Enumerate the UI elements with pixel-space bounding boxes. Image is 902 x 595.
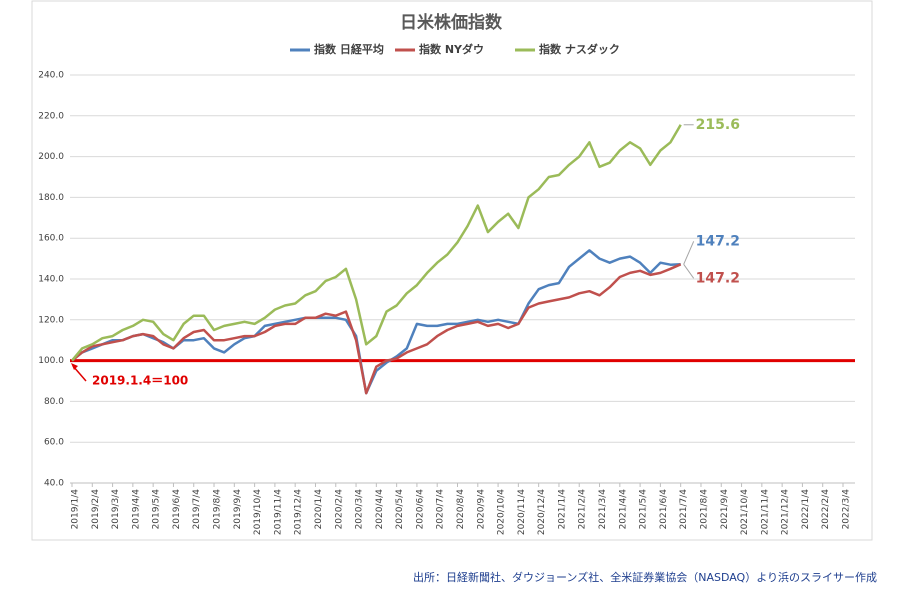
legend-label: 指数 NYダウ	[419, 42, 484, 56]
x-tick-label: 2019/10/4	[253, 489, 263, 535]
y-tick-label: 240.0	[38, 71, 64, 81]
x-tick-label: 2019/2/4	[91, 489, 101, 530]
series-line	[71, 263, 682, 395]
x-tick-label: 2022/2/4	[821, 489, 831, 530]
chart-frame	[31, 0, 873, 541]
x-tick-label: 2019/7/4	[192, 489, 202, 530]
x-tick-label: 2020/11/4	[517, 489, 527, 535]
x-tick-label: 2021/11/4	[760, 489, 770, 535]
y-tick-label: 40.0	[44, 479, 64, 489]
x-tick-label: 2019/3/4	[111, 489, 121, 530]
x-tick-label: 2021/3/4	[598, 489, 608, 530]
x-tick-label: 2020/12/4	[537, 489, 547, 535]
x-tick-label: 2019/12/4	[294, 489, 304, 535]
x-tick-label: 2020/7/4	[436, 489, 446, 530]
x-tick-label: 2020/1/4	[314, 489, 324, 530]
source-note: 出所：日経新聞社、ダウジョーンズ社、全米証券業協会（NASDAQ）より浜のスライ…	[413, 570, 877, 584]
x-tick-label: 2019/4/4	[131, 489, 141, 530]
legend-label: 指数 ナスダック	[539, 42, 620, 56]
y-tick-label: 200.0	[38, 152, 64, 162]
x-tick-label: 2020/3/4	[355, 489, 365, 530]
x-tick-label: 2022/3/4	[842, 489, 852, 530]
x-tick-label: 2022/1/4	[801, 489, 811, 530]
end-label: 147.2	[696, 233, 740, 249]
x-tick-label: 2019/9/4	[233, 489, 243, 530]
end-label: 215.6	[696, 117, 740, 133]
x-tick-label: 2019/5/4	[152, 489, 162, 530]
x-tick-label: 2020/9/4	[476, 489, 486, 530]
y-tick-label: 140.0	[38, 275, 64, 285]
x-tick-label: 2021/4/4	[618, 489, 628, 530]
x-tick-label: 2020/2/4	[334, 489, 344, 530]
end-label: 147.2	[696, 270, 740, 286]
x-tick-label: 2021/12/4	[781, 489, 791, 535]
x-tick-label: 2020/6/4	[415, 489, 425, 530]
y-tick-label: 80.0	[44, 397, 64, 407]
x-tick-label: 2019/6/4	[172, 489, 182, 530]
end-label-leader	[683, 241, 695, 265]
x-tick-label: 2021/7/4	[679, 489, 689, 530]
legend-label: 指数 日経平均	[314, 42, 384, 56]
y-tick-label: 180.0	[38, 193, 64, 203]
x-tick-label: 2021/2/4	[578, 489, 588, 530]
y-tick-label: 120.0	[38, 315, 64, 325]
y-tick-label: 60.0	[44, 438, 64, 448]
chart-title: 日米株価指数	[400, 12, 503, 33]
x-tick-label: 2020/4/4	[375, 489, 385, 530]
reference-arrowhead	[71, 363, 78, 370]
end-label-leader	[683, 264, 695, 279]
x-tick-label: 2019/11/4	[273, 489, 283, 535]
y-tick-label: 220.0	[38, 111, 64, 121]
x-tick-label: 2020/5/4	[395, 489, 405, 530]
y-tick-label: 160.0	[38, 234, 64, 244]
series-line	[71, 124, 682, 362]
x-tick-label: 2021/5/4	[639, 489, 649, 530]
y-tick-label: 100.0	[38, 356, 64, 366]
x-tick-label: 2021/10/4	[740, 489, 750, 535]
x-tick-label: 2020/10/4	[497, 489, 507, 535]
x-tick-label: 2020/8/4	[456, 489, 466, 530]
x-tick-label: 2019/1/4	[71, 489, 81, 530]
x-tick-label: 2021/9/4	[720, 489, 730, 530]
x-tick-label: 2021/1/4	[557, 489, 567, 530]
x-tick-label: 2021/8/4	[699, 489, 709, 530]
reference-label: 2019.1.4＝100	[92, 374, 188, 388]
x-tick-label: 2019/8/4	[213, 489, 223, 530]
x-tick-label: 2021/6/4	[659, 489, 669, 530]
